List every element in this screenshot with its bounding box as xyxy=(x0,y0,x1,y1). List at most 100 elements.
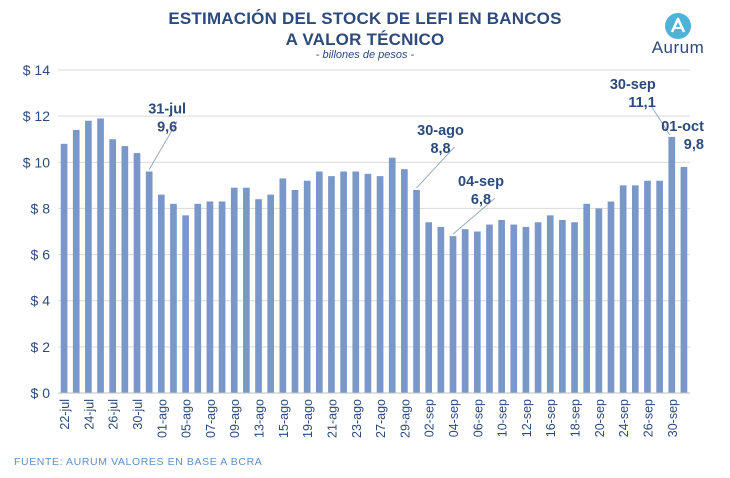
bar xyxy=(60,143,68,393)
bar xyxy=(352,171,360,393)
x-tick-label: 15-ago xyxy=(277,399,291,438)
bar xyxy=(157,194,165,393)
bar xyxy=(328,176,335,393)
bars xyxy=(60,118,688,393)
annotation-leader xyxy=(452,197,496,235)
x-tick-label: 26-sep xyxy=(641,399,655,437)
y-tick-label: $ 14 xyxy=(23,62,50,78)
x-tick-label: 26-jul xyxy=(107,399,121,430)
bar xyxy=(303,180,311,393)
bar xyxy=(644,180,651,393)
bar xyxy=(619,185,627,393)
x-tick-label: 21-ago xyxy=(325,399,339,438)
bar xyxy=(206,201,214,393)
logo-text: Aurum xyxy=(651,38,705,57)
bar xyxy=(680,166,688,393)
bar xyxy=(583,203,591,393)
y-tick-label: $ 8 xyxy=(31,200,51,216)
aurum-a-icon xyxy=(665,13,691,39)
x-tick-label: 06-sep xyxy=(471,399,485,437)
annotation-date: 31-jul xyxy=(148,102,186,118)
bar xyxy=(97,118,104,393)
bar xyxy=(267,194,275,393)
annotation-value: 6,8 xyxy=(471,192,491,208)
bar xyxy=(243,187,250,393)
x-tick-label: 30-jul xyxy=(131,399,145,430)
bar xyxy=(315,171,323,393)
bar xyxy=(170,203,177,393)
x-tick-label: 10-sep xyxy=(496,399,510,437)
x-tick-label: 12-sep xyxy=(520,399,534,437)
bar xyxy=(291,189,299,393)
annotation-date: 30-sep xyxy=(610,77,656,93)
bar xyxy=(546,215,554,393)
x-tick-label: 24-sep xyxy=(617,399,631,437)
bar xyxy=(656,180,663,393)
y-axis-ticks: $ 0 $ 2 $ 4 $ 6 $ 8 $ 10 $ 12 $ 14 xyxy=(23,62,50,401)
bar xyxy=(668,136,676,393)
bar xyxy=(425,222,433,393)
annotation-value: 9,8 xyxy=(684,137,704,153)
bar xyxy=(72,129,80,393)
x-tick-label: 05-ago xyxy=(180,399,194,438)
bar xyxy=(607,201,615,393)
bar xyxy=(473,231,481,393)
x-tick-label: 23-ago xyxy=(350,399,364,438)
annotation-value: 8,8 xyxy=(430,141,450,157)
source-note: FUENTE: AURUM VALORES EN BASE A BCRA xyxy=(14,456,263,468)
bar xyxy=(388,157,396,393)
annotation-date: 30-ago xyxy=(417,123,464,139)
chart-subtitle: - billones de pesos - xyxy=(315,49,415,61)
bar xyxy=(559,219,566,393)
bar xyxy=(498,219,505,393)
x-tick-label: 29-ago xyxy=(398,399,412,438)
bar xyxy=(279,178,287,393)
bar xyxy=(449,236,457,393)
y-tick-label: $ 4 xyxy=(31,293,51,309)
x-tick-label: 07-ago xyxy=(204,399,218,438)
x-tick-label: 24-jul xyxy=(82,399,96,430)
x-tick-label: 30-sep xyxy=(666,399,680,437)
annotation-value: 9,6 xyxy=(157,120,177,136)
annotation-value: 11,1 xyxy=(628,95,655,111)
x-tick-label: 09-ago xyxy=(228,399,242,438)
annotation-leader xyxy=(416,146,455,189)
x-tick-label: 04-sep xyxy=(447,399,461,437)
bar xyxy=(595,208,603,393)
x-tick-label: 20-sep xyxy=(593,399,607,437)
bar xyxy=(218,201,226,393)
bar xyxy=(571,222,578,393)
bar xyxy=(182,215,189,393)
bar xyxy=(133,153,141,393)
x-tick-label: 19-ago xyxy=(301,399,315,438)
y-tick-label: $ 2 xyxy=(31,339,51,355)
annotation-date: 04-sep xyxy=(458,174,504,190)
x-axis-ticks: 22-jul 24-jul 26-jul 30-jul 01-ago 05-ago 07-a… xyxy=(58,399,680,438)
bar xyxy=(631,185,639,393)
bar xyxy=(121,146,129,393)
aurum-logo: Aurum xyxy=(640,12,720,58)
bar xyxy=(522,226,530,393)
bar xyxy=(413,189,420,393)
chart-title-line-1: ESTIMACIÓN DEL STOCK DE LEFI EN BANCOS xyxy=(168,9,562,28)
bar xyxy=(194,203,202,393)
bar xyxy=(109,139,117,393)
y-tick-label: $ 12 xyxy=(23,108,50,124)
x-tick-label: 22-jul xyxy=(58,399,72,430)
bar xyxy=(230,187,238,393)
y-tick-label: $ 0 xyxy=(31,385,51,401)
annotation-date: 01-oct xyxy=(661,119,704,135)
bar xyxy=(145,171,153,393)
chart-title-line-2: A VALOR TÉCNICO xyxy=(285,30,445,49)
y-tick-label: $ 10 xyxy=(23,154,50,170)
bar xyxy=(340,171,347,393)
x-tick-label: 27-ago xyxy=(374,399,388,438)
annotation-leader xyxy=(148,121,178,170)
x-tick-label: 18-sep xyxy=(569,399,583,437)
bar xyxy=(364,173,372,393)
bar xyxy=(255,199,262,393)
annotation-leader xyxy=(651,106,671,136)
y-tick-label: $ 6 xyxy=(31,247,51,263)
bar xyxy=(534,222,542,393)
